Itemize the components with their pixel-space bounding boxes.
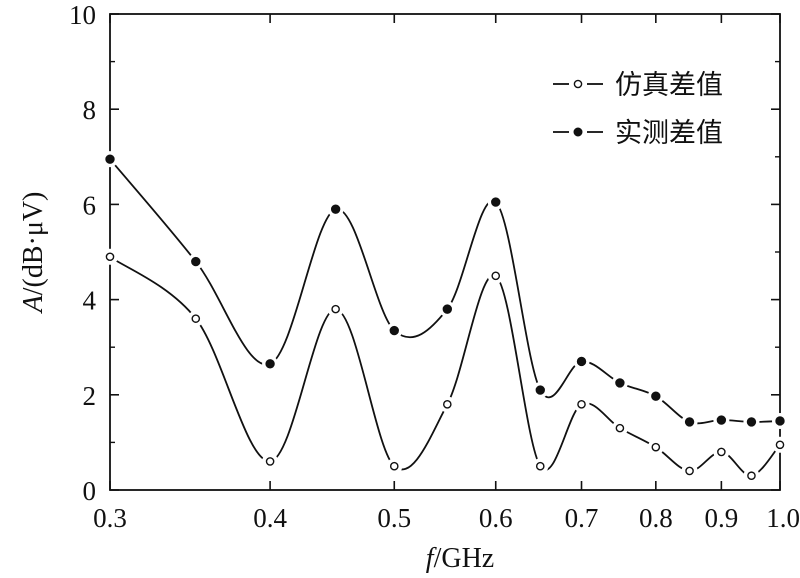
data-point-simulation bbox=[651, 442, 661, 452]
data-point-measured bbox=[716, 415, 727, 425]
legend-item-measured: 实测差值 bbox=[553, 118, 723, 149]
series-line-simulation bbox=[109, 256, 781, 477]
data-point-measured bbox=[442, 304, 453, 314]
data-point-measured bbox=[105, 154, 115, 164]
series-line-measured bbox=[109, 158, 781, 425]
data-point-simulation bbox=[577, 400, 586, 409]
data-point-measured bbox=[265, 359, 275, 369]
legend-marker-open bbox=[573, 79, 583, 89]
x-tick-label: 0.7 bbox=[565, 503, 599, 533]
legend-marker-filled bbox=[573, 127, 583, 137]
data-point-simulation bbox=[717, 447, 726, 457]
data-point-measured bbox=[651, 391, 661, 401]
legend-label-measured: 实测差值 bbox=[615, 118, 723, 149]
tick-labels: 0.3 0.4 0.5 0.6 0.7 0.8 0.9 1.0 0 2 4 6 8 10 bbox=[69, 0, 800, 533]
data-point-measured bbox=[389, 325, 399, 336]
data-point-simulation bbox=[615, 423, 625, 433]
data-point-measured bbox=[191, 256, 201, 267]
x-tick-label: 0.6 bbox=[479, 503, 513, 533]
x-tick-label: 1.0 bbox=[766, 503, 800, 533]
data-point-simulation bbox=[191, 314, 201, 323]
data-point-simulation bbox=[443, 400, 452, 409]
y-axis-title: A/(dB·μV) bbox=[18, 192, 49, 315]
y-tick-label: 10 bbox=[69, 0, 96, 30]
x-tick-label: 0.9 bbox=[704, 503, 738, 533]
y-tick-label: 4 bbox=[83, 286, 97, 316]
data-point-simulation bbox=[747, 471, 756, 481]
data-point-measured bbox=[330, 204, 341, 214]
y-tick-label: 6 bbox=[83, 190, 97, 220]
data-point-simulation bbox=[491, 271, 501, 281]
data-point-simulation bbox=[265, 457, 275, 466]
axis-ticks bbox=[109, 13, 781, 491]
data-point-simulation bbox=[775, 440, 785, 450]
y-tick-label: 8 bbox=[83, 95, 97, 125]
data-point-simulation bbox=[105, 252, 115, 262]
data-point-measured bbox=[684, 417, 695, 427]
x-axis-title: f/GHz bbox=[426, 543, 494, 574]
y-tick-label: 0 bbox=[83, 476, 97, 506]
legend: 仿真差值 实测差值 bbox=[553, 70, 723, 149]
series-markers bbox=[102, 151, 788, 484]
data-point-simulation bbox=[331, 304, 340, 314]
data-point-measured bbox=[615, 378, 625, 388]
data-point-simulation bbox=[685, 466, 694, 476]
y-tick-label: 2 bbox=[83, 381, 97, 411]
data-point-measured bbox=[491, 197, 501, 207]
legend-label-simulation: 仿真差值 bbox=[615, 70, 723, 101]
data-point-measured bbox=[576, 356, 587, 367]
data-point-measured bbox=[535, 385, 545, 395]
data-point-simulation bbox=[535, 461, 545, 471]
x-tick-label: 0.3 bbox=[93, 503, 127, 533]
data-point-measured bbox=[775, 416, 785, 426]
legend-item-simulation: 仿真差值 bbox=[553, 70, 723, 101]
x-tick-label: 0.8 bbox=[639, 503, 673, 533]
series-curves bbox=[109, 158, 781, 477]
data-point-measured bbox=[746, 417, 757, 427]
x-tick-label: 0.4 bbox=[253, 503, 287, 533]
x-tick-label: 0.5 bbox=[377, 503, 411, 533]
data-point-simulation bbox=[389, 461, 399, 471]
